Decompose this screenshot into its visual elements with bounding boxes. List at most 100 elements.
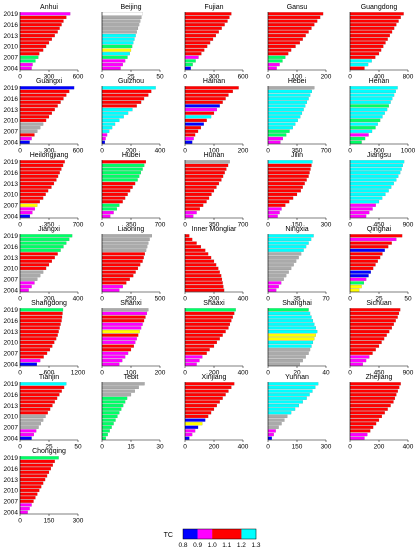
bar-2018 xyxy=(267,89,312,94)
bar-2006 xyxy=(349,207,373,211)
bar-2009 xyxy=(184,270,220,274)
bar-2017 xyxy=(267,315,312,319)
bar-2011 xyxy=(349,189,389,193)
bar-2016 xyxy=(19,171,60,175)
bar-2015 xyxy=(184,26,222,30)
x-tick-label: 450 xyxy=(374,222,385,229)
bar-2005 xyxy=(19,210,33,215)
bar-2012 xyxy=(267,259,297,263)
panel-title: Henan xyxy=(369,78,390,85)
x-tick-label: 400 xyxy=(238,370,249,377)
bar-2011 xyxy=(101,41,134,45)
x-tick-label: 0 xyxy=(348,222,352,229)
y-tick-label: 2019 xyxy=(4,307,19,314)
bar-2006 xyxy=(101,133,108,137)
y-tick-label: 2010 xyxy=(4,118,19,125)
bar-2010 xyxy=(19,118,47,123)
y-tick-label: 2019 xyxy=(4,381,19,388)
panel-title: Gansu xyxy=(287,4,308,11)
bar-2018 xyxy=(267,163,312,168)
bar-2008 xyxy=(267,274,287,278)
bar-2010 xyxy=(101,266,139,271)
legend-tick-label: 1.2 xyxy=(237,542,246,549)
bar-2011 xyxy=(349,115,383,119)
bar-2010 xyxy=(349,192,386,197)
panel-guangdong: Guangdong 0 400 800 xyxy=(348,4,414,81)
bar-2010 xyxy=(184,414,209,419)
bar-2008 xyxy=(349,422,377,426)
bar-2017 xyxy=(349,93,395,97)
bar-2013 xyxy=(101,181,136,186)
bar-2019 xyxy=(101,234,152,238)
x-tick-label: 200 xyxy=(374,444,385,451)
bar-2008 xyxy=(184,348,210,352)
bar-2010 xyxy=(101,118,120,123)
panel-hunan: Hunan 0 350 700 xyxy=(183,152,249,229)
bar-2013 xyxy=(101,329,140,334)
bar-2007 xyxy=(267,55,286,59)
x-tick-label: 400 xyxy=(403,444,414,451)
bar-2019 xyxy=(349,160,405,164)
panel-shaaxi: Shaaxi 0 200 400 xyxy=(183,300,249,377)
bar-2011 xyxy=(267,411,292,415)
bar-2014 xyxy=(267,400,303,404)
x-tick-label: 50 xyxy=(74,444,82,451)
panel-heilongjiang: Heilongjiang 0 350 700 2019 2016 2013 2010 2007 2… xyxy=(4,152,84,229)
bar-2016 xyxy=(19,467,52,471)
bar-2004 xyxy=(19,66,32,70)
bar-2018 xyxy=(349,311,400,316)
bar-2016 xyxy=(267,23,315,27)
bar-2019 xyxy=(267,234,314,238)
panel-shanghai: Shanghai 0 20 40 xyxy=(266,300,330,377)
bar-2013 xyxy=(184,255,212,260)
bar-2006 xyxy=(19,503,32,507)
panel-gansu: Gansu 0 100 200 xyxy=(266,4,332,81)
x-tick-label: 70 xyxy=(322,296,330,303)
bar-2016 xyxy=(349,245,389,249)
bar-2007 xyxy=(101,277,130,281)
y-tick-label: 2016 xyxy=(4,22,19,29)
x-tick-label: 0 xyxy=(100,370,104,377)
y-tick-label: 2019 xyxy=(4,85,19,92)
bar-2015 xyxy=(19,470,50,474)
panel-jiangsu: Jiangsu 0 450 900 xyxy=(348,152,414,229)
bar-2005 xyxy=(349,210,370,215)
y-tick-label: 2007 xyxy=(4,203,19,210)
bar-2007 xyxy=(349,129,373,133)
x-tick-label: 200 xyxy=(126,148,137,155)
legend-frame xyxy=(182,528,257,540)
bar-2012 xyxy=(101,37,135,41)
panel-title: Shangdong xyxy=(31,300,67,307)
bar-2013 xyxy=(184,107,217,112)
bar-2011 xyxy=(19,485,42,489)
bar-2012 xyxy=(184,111,215,115)
panel-title: Yunnan xyxy=(285,374,309,381)
bar-2007 xyxy=(267,351,309,355)
bar-2006 xyxy=(19,133,35,137)
bar-2010 xyxy=(19,192,46,197)
bar-2015 xyxy=(19,26,60,30)
bar-2013 xyxy=(184,403,217,408)
bar-2004 xyxy=(19,140,30,144)
y-tick-label: 2019 xyxy=(4,455,19,462)
panel-title: Hainan xyxy=(203,78,225,85)
bar-2012 xyxy=(267,185,303,189)
bar-2019 xyxy=(101,160,146,164)
bar-2011 xyxy=(184,189,215,193)
bar-2007 xyxy=(19,499,34,503)
bar-2008 xyxy=(101,52,130,56)
x-tick-label: 400 xyxy=(155,148,166,155)
panel-hainan: Hainan 0 100 200 xyxy=(183,78,249,155)
panel-title: Guangdong xyxy=(361,4,398,11)
x-tick-label: 0 xyxy=(18,370,22,377)
panel-title: Shaaxi xyxy=(203,300,225,307)
bar-2015 xyxy=(19,396,58,400)
x-tick-label: 0 xyxy=(348,444,352,451)
bar-2005 xyxy=(184,136,194,141)
x-tick-label: 0 xyxy=(18,444,22,451)
bar-2007 xyxy=(349,351,373,355)
panel-title: Qinghai xyxy=(367,226,392,233)
bar-2004 xyxy=(101,288,120,292)
bar-2014 xyxy=(267,178,307,182)
